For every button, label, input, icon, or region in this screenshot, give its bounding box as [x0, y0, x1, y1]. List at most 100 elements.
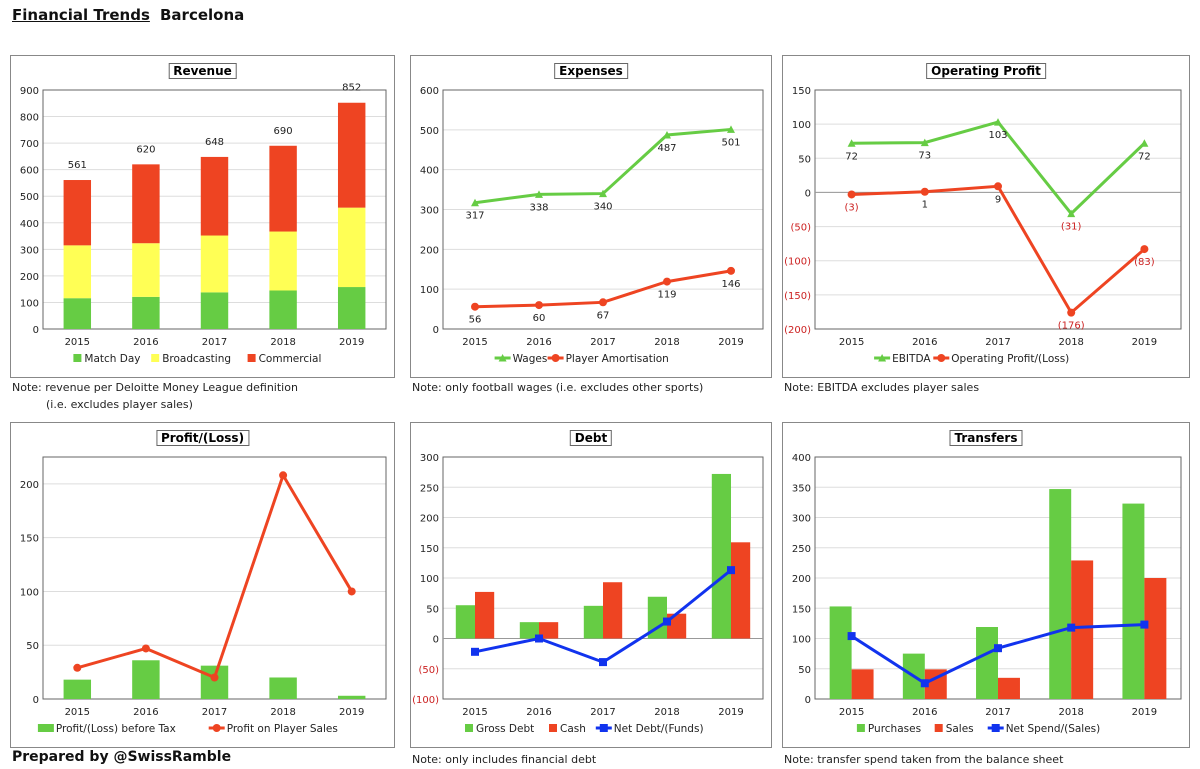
chart-title: Transfers: [949, 430, 1023, 446]
bar-commercial: [269, 145, 297, 232]
x-tick-label: 2015: [65, 707, 90, 718]
legend-swatch: [549, 724, 557, 732]
x-tick-label: 2019: [718, 707, 743, 718]
bar-purchases: [1122, 503, 1145, 699]
x-tick-label: 2018: [654, 707, 679, 718]
data-point: [727, 566, 735, 575]
legend-label: Broadcasting: [162, 353, 231, 365]
legend-marker: [991, 724, 1000, 732]
data-label: 73: [918, 151, 931, 162]
bar-sales: [851, 669, 874, 699]
bar-match-day: [63, 298, 92, 329]
chart-title: Expenses: [554, 63, 628, 79]
legend-swatch: [934, 724, 943, 732]
data-point: [535, 301, 543, 310]
y-tick-label: 50: [26, 641, 39, 652]
legend-swatch: [465, 724, 473, 732]
chart-canvas: (100) (50) 0 50 100 150 200 250 300 2015 2016 2017 2…: [412, 453, 764, 735]
data-point: [1140, 139, 1149, 147]
bar-cash: [539, 622, 559, 639]
bar-sales: [1144, 578, 1167, 699]
legend-marker: [937, 354, 946, 362]
y-tick-label: 500: [20, 192, 39, 203]
y-tick-label: (150): [784, 291, 811, 302]
page-title: Financial Trends: [12, 6, 150, 24]
bar-commercial: [337, 102, 366, 208]
x-tick-label: 2015: [839, 337, 864, 348]
data-point: [347, 587, 356, 596]
bar-gross-debt: [583, 605, 603, 639]
data-point: [994, 644, 1002, 653]
data-label: 487: [657, 143, 676, 154]
data-point: [663, 277, 671, 286]
x-tick-label: 2018: [270, 707, 295, 718]
y-tick-label: 150: [792, 86, 811, 97]
y-tick-label: 600: [20, 166, 39, 177]
data-point: [471, 302, 479, 311]
data-point: [920, 679, 929, 688]
legend-label: Commercial: [259, 353, 322, 365]
bar-match-day: [337, 287, 366, 329]
legend-swatch: [37, 724, 54, 732]
data-label: 119: [657, 290, 676, 301]
x-tick-label: 2019: [339, 337, 364, 348]
legend-item: Purchases: [856, 723, 921, 735]
x-tick-label: 2019: [1132, 337, 1157, 348]
x-tick-label: 2019: [339, 707, 364, 718]
operating-profit-chart: (200) (150) (100) (50) 0 50 100 150 2015 2016 2017…: [782, 55, 1190, 378]
y-tick-label: 400: [792, 453, 811, 464]
expenses-chart: 0 100 200 300 400 500 600 2015 2016 2017 2018 2019 3…: [410, 55, 772, 378]
x-tick-label: 2015: [65, 337, 90, 348]
bar-sales: [998, 677, 1020, 699]
x-tick-label: 2016: [912, 707, 937, 718]
legend-item: EBITDA: [874, 353, 931, 365]
y-tick-label: 0: [805, 695, 811, 706]
data-label: 340: [593, 202, 612, 213]
data-point: [1067, 623, 1076, 632]
x-tick-label: 2017: [590, 707, 615, 718]
total-label: 690: [274, 126, 293, 137]
x-tick-label: 2019: [718, 337, 743, 348]
y-tick-label: (50): [418, 665, 439, 676]
bar-gross-debt: [647, 596, 667, 639]
y-tick-label: 200: [420, 245, 439, 256]
data-label: 67: [597, 310, 610, 321]
y-tick-label: 250: [792, 544, 811, 555]
data-label: 146: [721, 279, 740, 290]
bar-purchases: [829, 606, 852, 699]
legend-label: Operating Profit/(Loss): [951, 353, 1069, 365]
x-tick-label: 2018: [270, 337, 295, 348]
bar-gross-debt: [711, 473, 731, 639]
legend-label: Profit on Player Sales: [227, 723, 338, 735]
x-tick-label: 2016: [133, 707, 158, 718]
data-point: [1067, 209, 1076, 218]
legend-label: Cash: [560, 723, 586, 735]
y-tick-label: 300: [420, 453, 439, 464]
x-tick-label: 2016: [133, 337, 158, 348]
bar-gross-debt: [455, 605, 475, 639]
data-point: [535, 634, 543, 643]
plot-area: [814, 89, 1182, 330]
legend-item: Broadcasting: [151, 353, 231, 365]
data-label: (31): [1061, 222, 1082, 233]
legend-label: Purchases: [868, 723, 921, 735]
debt-note: Note: only includes financial debt: [412, 753, 597, 766]
bar-purchases: [976, 627, 998, 699]
y-tick-label: 300: [792, 514, 811, 525]
y-tick-label: 100: [20, 587, 39, 598]
x-tick-label: 2016: [526, 337, 551, 348]
data-point: [535, 190, 543, 198]
revenue-chart: 0 100 200 300 400 500 600 700 800 900 2015 2016 2017…: [10, 55, 395, 378]
transfers-chart: 0 50 100 150 200 250 300 350 400 2015 2016 2017 2018…: [782, 422, 1190, 748]
y-tick-label: 200: [792, 574, 811, 585]
x-tick-label: 2015: [462, 707, 487, 718]
y-tick-label: 0: [433, 325, 439, 336]
y-tick-label: 500: [420, 126, 439, 137]
data-label: 501: [721, 137, 740, 148]
data-point: [210, 673, 219, 682]
data-point: [994, 118, 1002, 126]
y-tick-label: 150: [20, 534, 39, 545]
plot-area: [442, 89, 764, 330]
chart-title: Debt: [569, 430, 613, 446]
legend-label: Gross Debt: [476, 723, 534, 735]
